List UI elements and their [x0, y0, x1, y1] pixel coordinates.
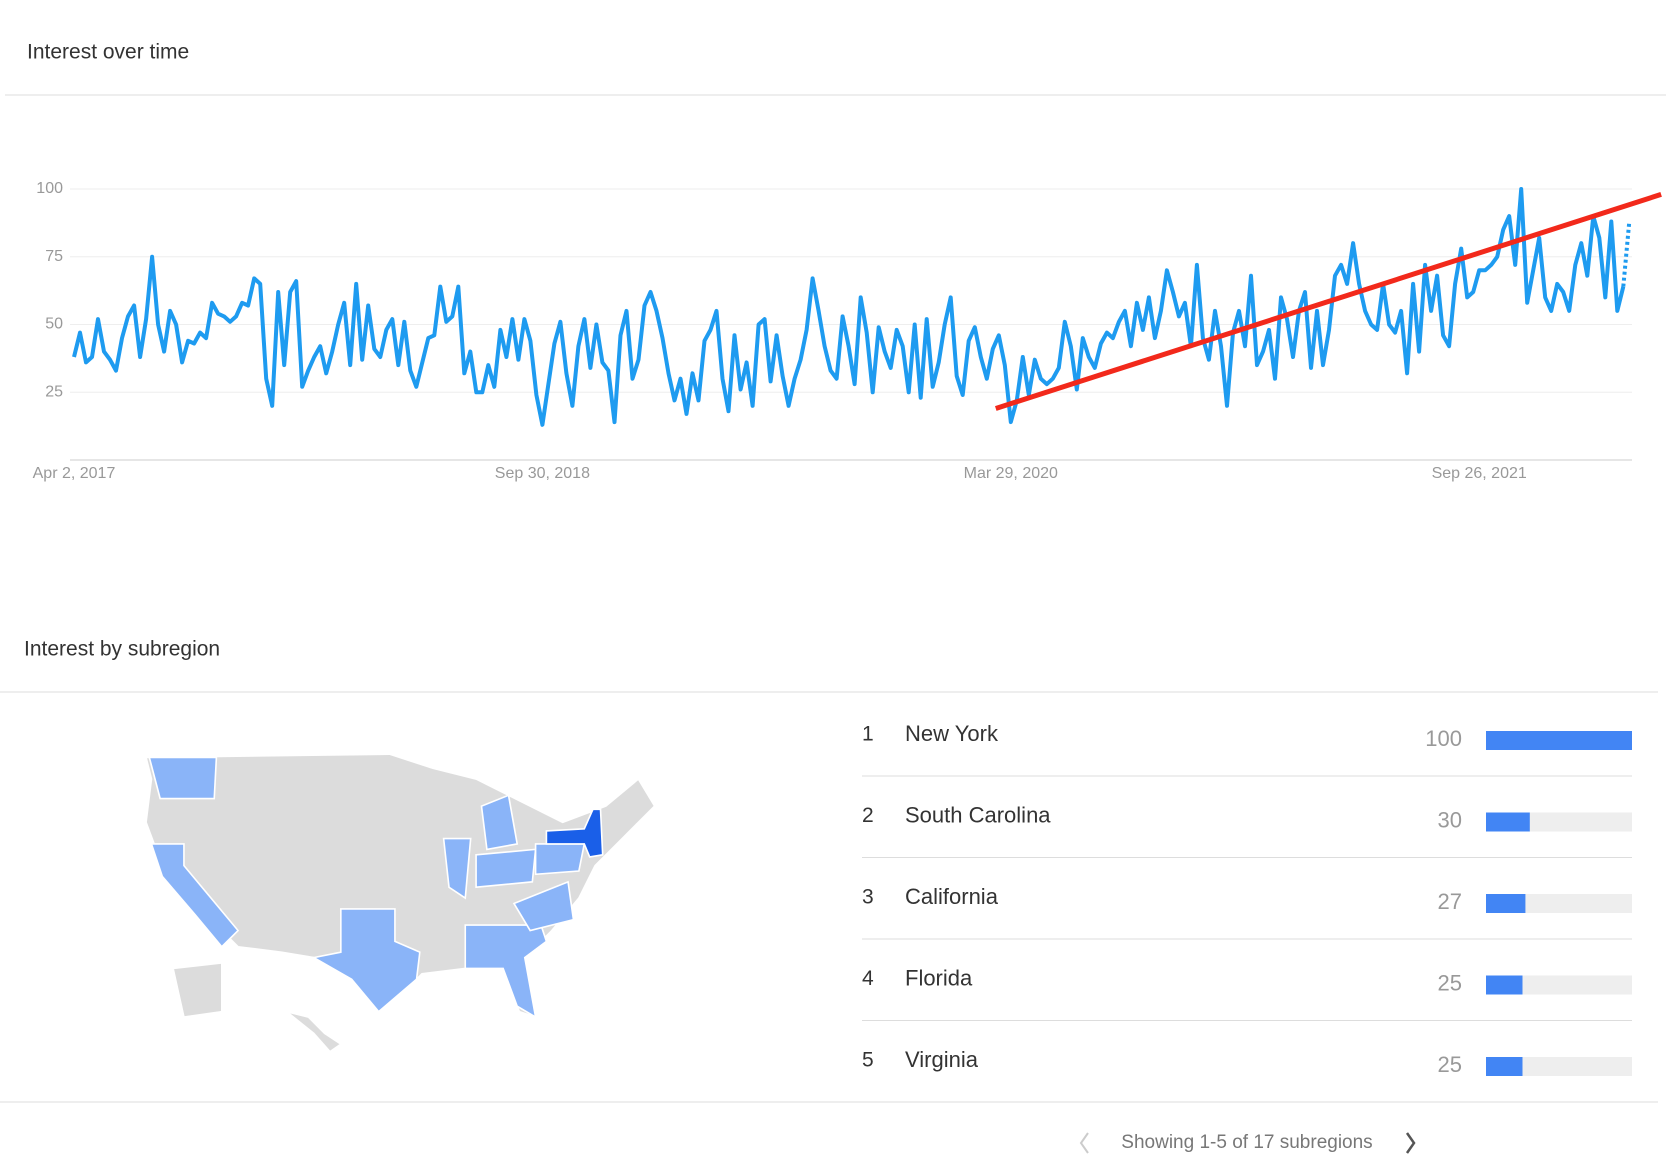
y-tick-label: 100	[36, 180, 63, 197]
rank: 4	[862, 967, 874, 990]
rank: 2	[862, 804, 874, 827]
trend-line	[995, 192, 1662, 411]
subregion-name: California	[905, 884, 999, 909]
subregion-name: South Carolina	[905, 802, 1051, 827]
state-region	[534, 843, 586, 876]
state-region	[311, 908, 421, 1013]
rank: 5	[862, 1049, 874, 1072]
bar	[1486, 975, 1523, 995]
value-label: 100	[1425, 726, 1462, 751]
section-title: Interest by subregion	[24, 638, 220, 661]
bar	[1486, 894, 1526, 913]
subregion-name: New York	[905, 721, 999, 746]
y-tick-label: 50	[45, 316, 63, 333]
section-title: Interest over time	[27, 41, 189, 64]
state-region	[464, 924, 548, 1019]
state-region	[148, 756, 218, 800]
y-tick-label: 75	[45, 248, 63, 265]
state-region	[545, 808, 604, 858]
next-page[interactable]	[1405, 1132, 1416, 1154]
rank: 3	[862, 886, 874, 909]
bar	[1486, 731, 1632, 750]
y-tick-label: 25	[45, 383, 63, 400]
state-region	[442, 837, 472, 900]
value-label: 30	[1438, 807, 1462, 832]
bar	[1486, 812, 1530, 832]
state-region	[150, 843, 240, 948]
partial-data-line	[1621, 221, 1632, 287]
state-region	[475, 848, 537, 889]
subregion-name: Florida	[905, 965, 973, 990]
subregion-name: Virginia	[905, 1047, 979, 1072]
x-tick-label: Mar 29, 2020	[964, 465, 1058, 482]
value-label: 27	[1438, 889, 1462, 914]
rank: 1	[862, 723, 874, 746]
interest-line	[72, 187, 1626, 427]
value-label: 25	[1438, 970, 1462, 995]
prev-page[interactable]	[1079, 1132, 1089, 1154]
state-region	[512, 880, 575, 932]
bar	[1486, 1057, 1523, 1076]
pagination: Showing 1-5 of 17 subregions	[1121, 1132, 1372, 1153]
state-region	[172, 962, 223, 1018]
x-tick-label: Apr 2, 2017	[33, 465, 116, 482]
value-label: 25	[1438, 1052, 1462, 1077]
x-tick-label: Sep 26, 2021	[1432, 465, 1527, 482]
state-region	[286, 1010, 343, 1053]
x-tick-label: Sep 30, 2018	[495, 465, 590, 482]
us-map	[145, 753, 656, 1053]
state-region	[480, 794, 519, 851]
